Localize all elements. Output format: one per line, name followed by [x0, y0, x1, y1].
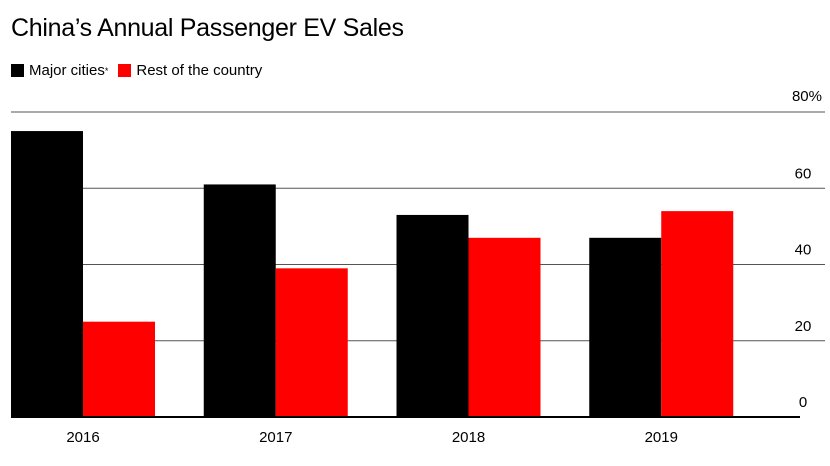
bar-2019-major-cities — [589, 237, 662, 417]
y-tick-label-40: 40 — [795, 242, 812, 259]
chart-title: China’s Annual Passenger EV Sales — [11, 14, 404, 42]
bar-2019-rest-of-the-country — [661, 211, 734, 417]
legend-item-major-cities: Major cities * — [11, 62, 108, 79]
y-tick-label-0: 0 — [799, 394, 807, 411]
y-tick-label-80: 80% — [792, 88, 822, 105]
legend-label-major-cities: Major cities — [29, 62, 105, 79]
bar-2017-major-cities — [203, 184, 276, 417]
bar-2018-major-cities — [396, 214, 469, 417]
legend-item-rest-of-country: Rest of the country — [118, 62, 262, 79]
bar-2018-rest-of-the-country — [468, 237, 541, 417]
y-tick-label-20: 20 — [795, 318, 812, 335]
legend-label-rest-of-country: Rest of the country — [136, 62, 263, 79]
y-tick-label-60: 60 — [795, 165, 812, 182]
chart-legend: Major cities * Rest of the country — [11, 62, 272, 79]
bar-2016-major-cities — [11, 131, 83, 417]
x-tick-label-2016: 2016 — [66, 429, 99, 446]
legend-swatch-major-cities — [11, 64, 24, 77]
x-tick-label-2019: 2019 — [645, 429, 678, 446]
x-tick-label-2018: 2018 — [452, 429, 485, 446]
legend-swatch-rest-of-country — [118, 64, 132, 77]
bar-2016-rest-of-the-country — [83, 321, 155, 417]
legend-footnote-marker: * — [104, 65, 109, 76]
bar-2017-rest-of-the-country — [275, 268, 348, 417]
x-tick-label-2017: 2017 — [259, 429, 292, 446]
